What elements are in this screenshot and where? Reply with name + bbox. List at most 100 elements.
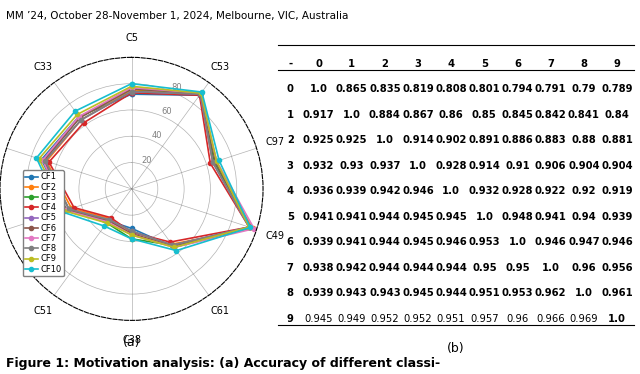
Text: 0.932: 0.932 — [468, 186, 500, 196]
Text: 3: 3 — [415, 59, 422, 69]
Text: 0.841: 0.841 — [568, 110, 600, 120]
CF5 — [209, 160, 217, 165]
CF10 — [100, 224, 108, 229]
Text: 0.891: 0.891 — [468, 135, 500, 145]
Text: 1.0: 1.0 — [343, 110, 360, 120]
CF9 — [35, 157, 43, 161]
Text: 0.941: 0.941 — [336, 212, 367, 222]
Text: 0.945: 0.945 — [304, 314, 333, 324]
Line: CF2: CF2 — [44, 88, 255, 246]
Text: 0.938: 0.938 — [303, 263, 334, 273]
CF10 — [215, 158, 223, 163]
Text: 0.943: 0.943 — [336, 288, 367, 298]
CF2 — [128, 88, 136, 92]
Text: 0.942: 0.942 — [369, 186, 401, 196]
CF6 — [40, 158, 48, 163]
CF9 — [197, 91, 205, 95]
CF3 — [76, 115, 84, 120]
CF6 — [63, 208, 70, 212]
CF7 — [128, 85, 136, 90]
CF4 — [128, 230, 136, 234]
CF10 — [128, 237, 136, 241]
CF3 — [128, 87, 136, 91]
Text: 0.914: 0.914 — [402, 135, 434, 145]
Text: 0.945: 0.945 — [435, 212, 467, 222]
Text: 0.939: 0.939 — [303, 237, 334, 247]
CF7 — [39, 158, 47, 162]
Text: 1.0: 1.0 — [575, 288, 593, 298]
CF7 — [212, 159, 220, 163]
CF6 — [246, 225, 254, 230]
Text: 3: 3 — [287, 161, 294, 171]
Text: 8: 8 — [287, 288, 294, 298]
CF9 — [103, 221, 111, 225]
CF10 — [128, 82, 136, 86]
CF2 — [43, 159, 51, 163]
Text: 0.944: 0.944 — [369, 263, 401, 273]
Text: 0.925: 0.925 — [303, 135, 334, 145]
CF9 — [170, 245, 178, 249]
CF2 — [106, 217, 114, 221]
Text: 1.0: 1.0 — [541, 263, 559, 273]
CF2 — [168, 242, 175, 246]
Text: 0.904: 0.904 — [568, 161, 600, 171]
CF4 — [70, 205, 78, 210]
Text: 1.0: 1.0 — [310, 85, 328, 95]
Text: 0.96: 0.96 — [506, 314, 529, 324]
Text: 0.951: 0.951 — [437, 314, 465, 324]
Text: 0.941: 0.941 — [336, 237, 367, 247]
Text: 0.941: 0.941 — [303, 212, 335, 222]
Text: 0.939: 0.939 — [336, 186, 367, 196]
Text: 0.944: 0.944 — [435, 288, 467, 298]
CF9 — [212, 159, 220, 163]
Text: 8: 8 — [580, 59, 588, 69]
Line: CF7: CF7 — [40, 86, 256, 249]
Text: 0.943: 0.943 — [369, 288, 401, 298]
Text: 0.944: 0.944 — [402, 263, 434, 273]
Text: 0.922: 0.922 — [535, 186, 566, 196]
Text: 0: 0 — [315, 59, 322, 69]
CF3 — [210, 160, 218, 164]
Text: 0.904: 0.904 — [601, 161, 633, 171]
CF5 — [128, 89, 136, 94]
CF3 — [197, 91, 205, 95]
CF7 — [128, 85, 136, 90]
Text: 0.794: 0.794 — [502, 85, 533, 95]
CF1 — [104, 218, 112, 223]
Text: 0.842: 0.842 — [535, 110, 566, 120]
CF2 — [128, 88, 136, 92]
CF9 — [245, 225, 253, 229]
CF3 — [169, 243, 177, 248]
CF10 — [128, 82, 136, 86]
CF4 — [245, 225, 253, 229]
Text: 0.85: 0.85 — [472, 110, 497, 120]
CF1 — [246, 225, 254, 230]
Text: 0.914: 0.914 — [468, 161, 500, 171]
CF6 — [128, 87, 136, 91]
Text: 0.79: 0.79 — [572, 85, 596, 95]
Text: 0.92: 0.92 — [572, 186, 596, 196]
Legend: CF1, CF2, CF3, CF4, CF5, CF6, CF7, CF8, CF9, CF10: CF1, CF2, CF3, CF4, CF5, CF6, CF7, CF8, … — [22, 170, 64, 276]
CF9 — [60, 209, 68, 213]
CF5 — [42, 159, 49, 163]
CF3 — [103, 221, 111, 225]
CF3 — [40, 158, 48, 163]
Text: 0.939: 0.939 — [602, 212, 633, 222]
Text: Figure 1: Motivation analysis: (a) Accuracy of different classi-: Figure 1: Motivation analysis: (a) Accur… — [6, 357, 440, 370]
Text: 0.944: 0.944 — [435, 263, 467, 273]
Line: CF9: CF9 — [37, 84, 251, 249]
Text: 0.942: 0.942 — [336, 263, 367, 273]
Text: 1: 1 — [287, 110, 294, 120]
Text: 0.808: 0.808 — [435, 85, 467, 95]
Text: 1.0: 1.0 — [442, 186, 460, 196]
CF6 — [197, 91, 205, 95]
CF5 — [196, 92, 204, 96]
Text: 0.945: 0.945 — [402, 212, 434, 222]
Line: CF3: CF3 — [42, 87, 252, 247]
CF8 — [128, 89, 136, 94]
CF4 — [128, 91, 136, 95]
CF8 — [209, 160, 217, 165]
Text: 0.801: 0.801 — [468, 85, 500, 95]
Text: 1.0: 1.0 — [509, 237, 527, 247]
Text: 7: 7 — [547, 59, 554, 69]
